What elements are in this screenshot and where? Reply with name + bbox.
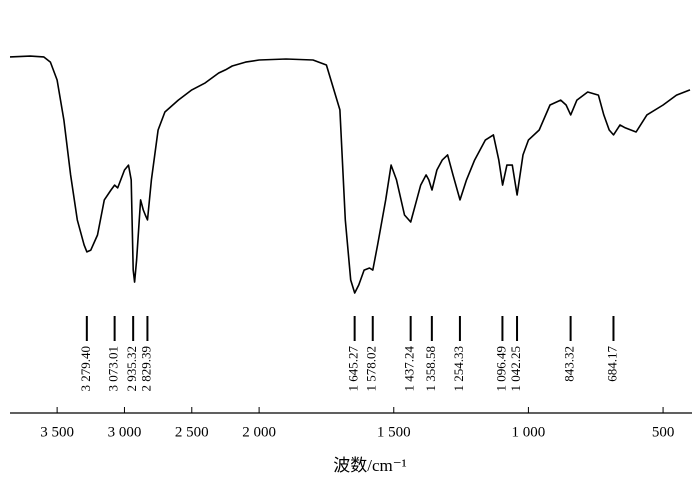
- peak-label: 843.32: [562, 346, 577, 382]
- peak-label: 1 437.24: [402, 346, 417, 392]
- peak-label: 1 096.49: [493, 346, 508, 392]
- peak-label: 3 073.01: [106, 346, 121, 392]
- x-tick-label: 1 500: [377, 424, 411, 440]
- peak-label: 1 042.25: [508, 346, 523, 392]
- peak-label: 2 935.32: [124, 346, 139, 392]
- peak-label: 2 829.39: [138, 346, 153, 392]
- peak-label: 1 578.02: [364, 346, 379, 392]
- spectrum-line: [9, 55, 691, 294]
- x-tick-label: 500: [652, 424, 675, 440]
- peak-label: 684.17: [604, 346, 619, 382]
- x-tick-label: 1 000: [512, 424, 546, 440]
- x-axis-label: 波数/cm⁻¹: [333, 456, 407, 475]
- x-tick-label: 2 500: [175, 424, 209, 440]
- peak-label: 1 254.33: [451, 346, 466, 392]
- x-tick-label: 2 000: [242, 424, 276, 440]
- peak-label: 1 358.58: [423, 346, 438, 392]
- peak-label: 3 279.40: [78, 346, 93, 392]
- peak-label: 1 645.27: [346, 346, 361, 392]
- x-tick-label: 3 500: [40, 424, 74, 440]
- x-tick-label: 3 000: [108, 424, 142, 440]
